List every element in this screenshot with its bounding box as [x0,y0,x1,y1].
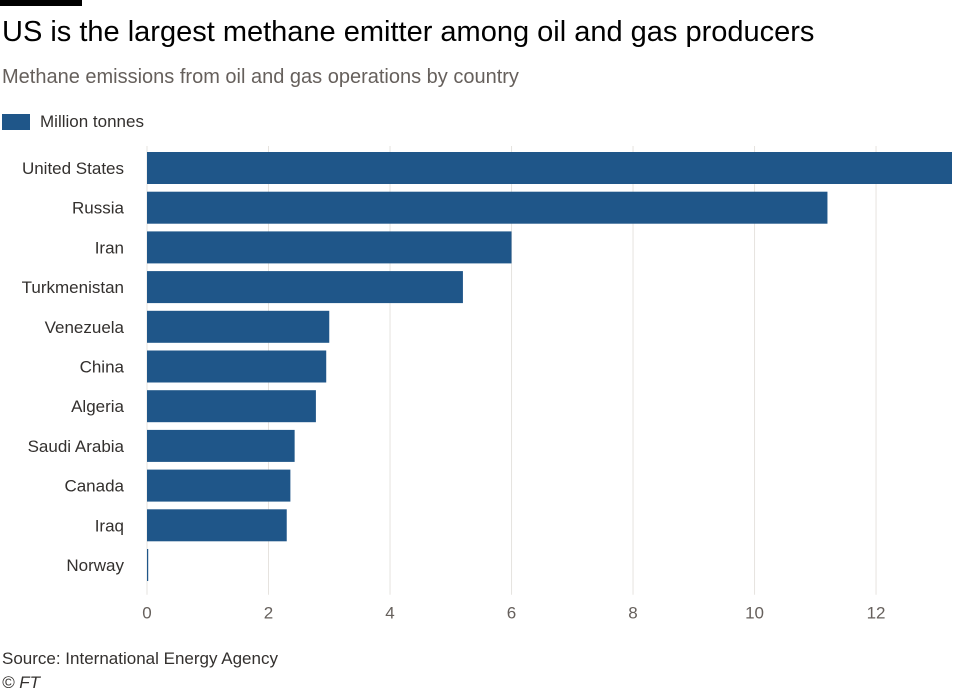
x-tick-label: 8 [628,604,637,620]
x-tick-label: 4 [385,604,394,620]
chart-title: US is the largest methane emitter among … [2,16,815,48]
category-label: Venezuela [45,318,125,337]
bar [147,310,330,343]
category-label: Iran [95,238,124,257]
category-label: Russia [72,199,125,218]
x-tick-label: 12 [867,604,886,620]
bar-chart: United States Russia Iran Turkmenistan Venez… [22,146,952,620]
category-label: Norway [66,556,124,575]
category-label: Canada [64,477,124,496]
bar [147,231,512,264]
bar [147,549,149,581]
legend-label: Million tonnes [40,112,144,131]
bar [147,429,295,462]
legend-swatch [2,114,30,130]
category-label: Algeria [71,397,124,416]
category-label: Iraq [95,516,124,535]
category-label: China [80,358,125,377]
bar [147,152,952,184]
bar [147,350,327,383]
bar [147,191,828,224]
x-tick-label: 2 [264,604,273,620]
x-tick-label: 0 [142,604,151,620]
x-tick-label: 10 [745,604,764,620]
source-note: Source: International Energy Agency [2,649,278,668]
brand-top-bar [0,0,82,6]
bar [147,390,316,423]
x-tick-label: 6 [507,604,516,620]
bar [147,469,291,502]
category-label: United States [22,159,124,178]
legend: Million tonnes [2,112,144,132]
credit-note: © FT [2,673,41,692]
category-label: Saudi Arabia [28,437,125,456]
bar [147,271,463,304]
category-label: Turkmenistan [22,278,124,297]
chart-subtitle: Methane emissions from oil and gas opera… [2,66,519,88]
bar [147,509,287,542]
